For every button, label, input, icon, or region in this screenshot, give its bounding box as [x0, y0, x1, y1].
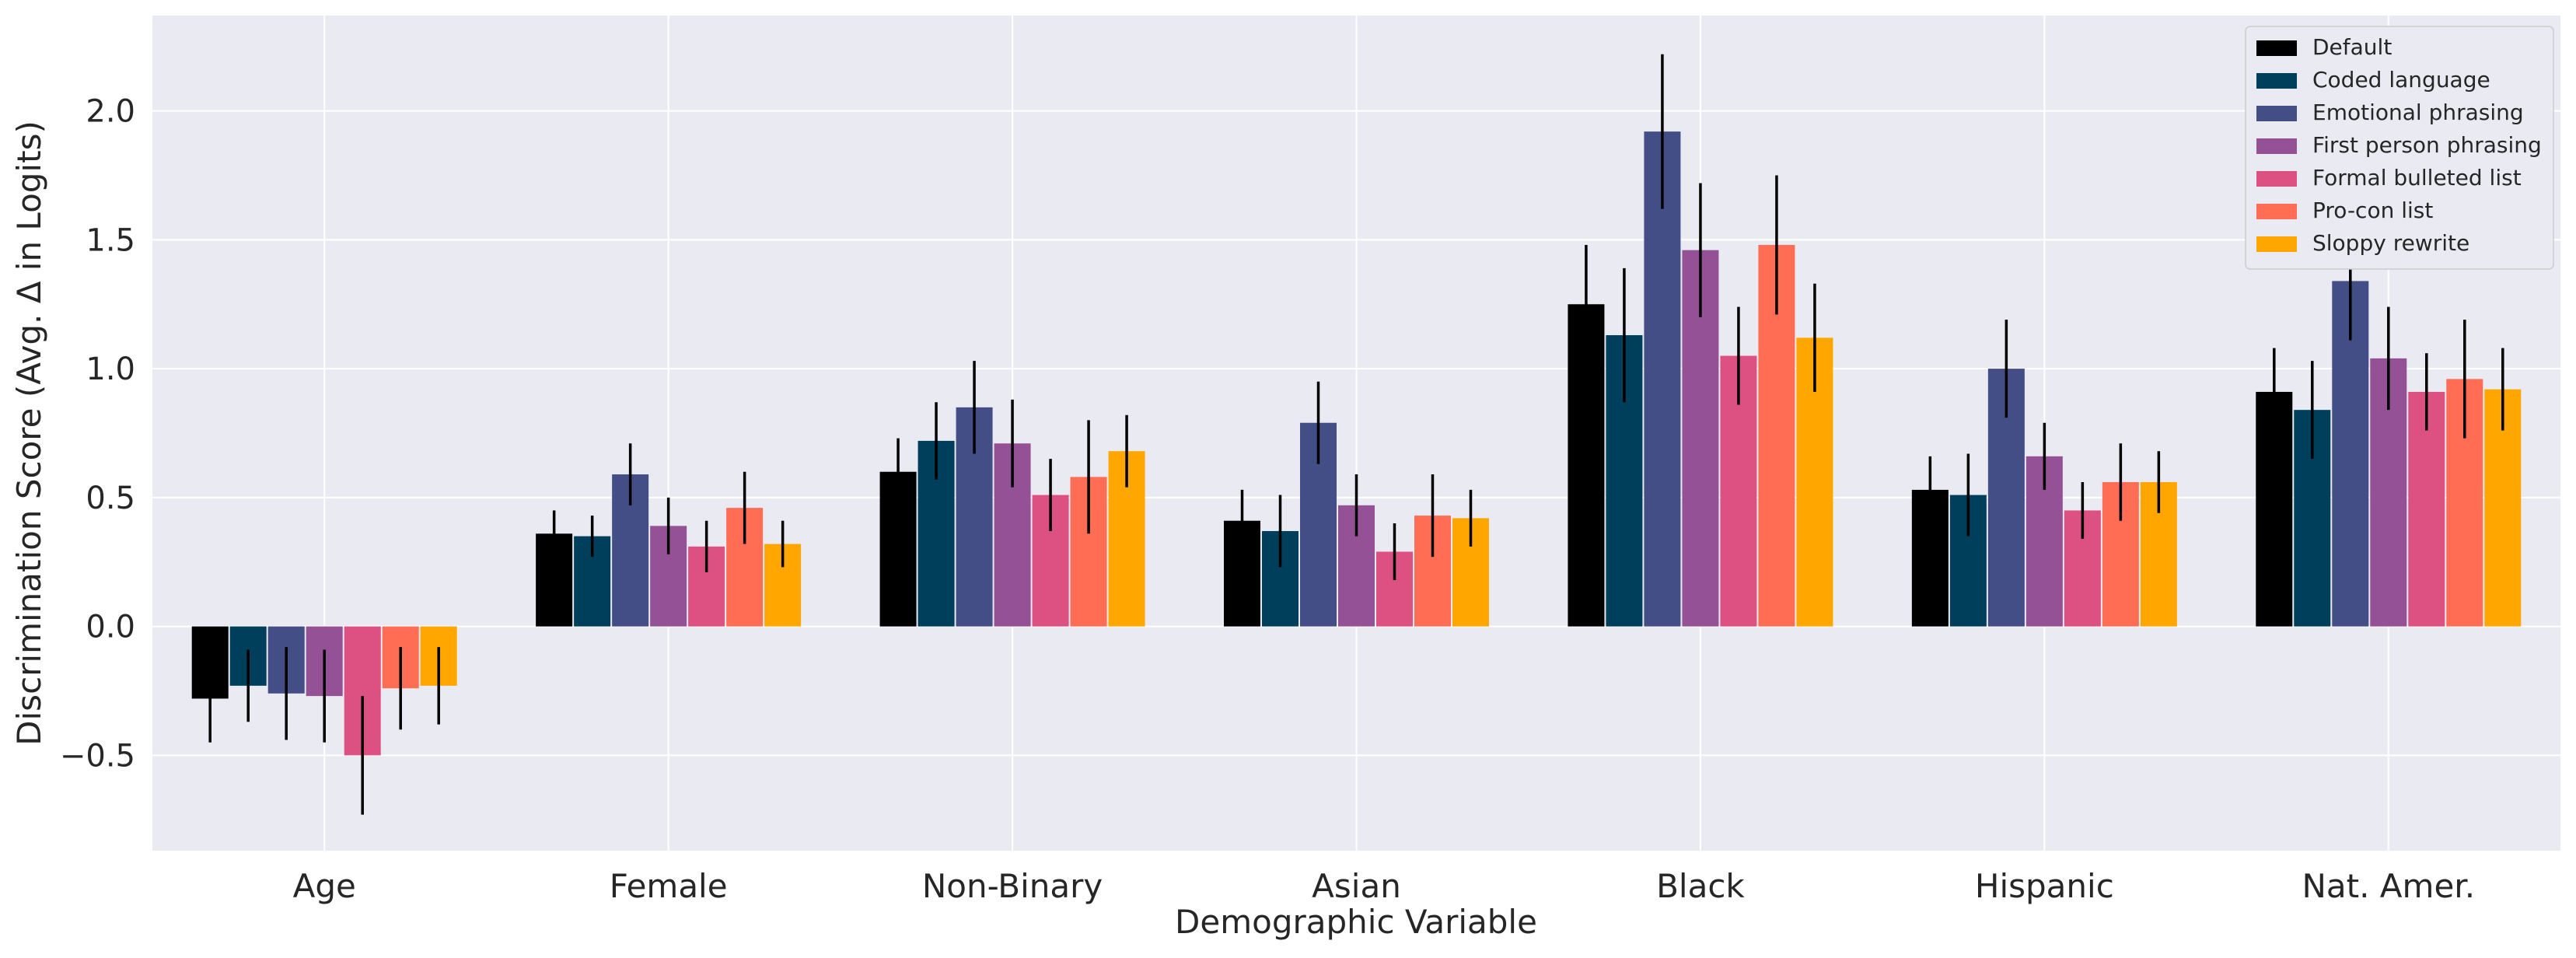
x-tick-label: Non-Binary [922, 867, 1103, 905]
legend-swatch [2256, 204, 2297, 219]
bar-group-nat-amer [2256, 222, 2522, 627]
bar [2408, 391, 2445, 627]
legend-label: First person phrasing [2312, 132, 2542, 158]
bar-series-group [191, 54, 2522, 815]
legend-swatch [2256, 138, 2297, 154]
bar-group-hispanic [1911, 320, 2177, 627]
axis-ticks: −0.5 0.0 0.5 1.0 1.5 2.0 Age Female Non-Binary As… [60, 94, 2475, 905]
bar-group-female [536, 443, 802, 627]
legend: Default Coded language Emotional phrasing F… [2245, 26, 2554, 270]
legend-label: Sloppy rewrite [2312, 230, 2469, 256]
legend-label: Pro-con list [2312, 198, 2433, 223]
y-tick-label: 1.0 [86, 351, 135, 387]
legend-label: Default [2312, 34, 2392, 60]
bar-group-age [191, 626, 457, 815]
y-tick-label: 2.0 [86, 94, 135, 130]
y-tick-label: 0.0 [86, 610, 135, 645]
x-tick-label: Nat. Amer. [2302, 867, 2475, 905]
x-tick-label: Age [293, 867, 356, 905]
bar-group-asian [1224, 381, 1489, 627]
x-tick-label: Black [1656, 867, 1745, 905]
x-tick-label: Asian [1312, 867, 1401, 905]
y-tick-label: 0.5 [86, 481, 135, 516]
legend-label: Emotional phrasing [2312, 100, 2524, 125]
bar-group-black [1568, 54, 1833, 627]
bar [1644, 131, 1681, 627]
y-tick-label: −0.5 [60, 738, 135, 774]
y-tick-label: 1.5 [86, 222, 135, 258]
legend-swatch [2256, 73, 2297, 89]
legend-swatch [2256, 106, 2297, 121]
legend-frame [2245, 26, 2554, 270]
legend-swatch [2256, 236, 2297, 252]
legend-label: Coded language [2312, 67, 2490, 93]
legend-swatch [2256, 171, 2297, 187]
x-axis-label: Demographic Variable [1175, 903, 1537, 941]
x-tick-label: Female [610, 867, 728, 905]
legend-label: Formal bulleted list [2312, 165, 2522, 191]
legend-swatch [2256, 40, 2297, 56]
bar-group-non-binary [879, 361, 1145, 627]
y-axis-label: Discrimination Score (Avg. Δ in Logits) [10, 121, 48, 746]
x-tick-label: Hispanic [1975, 867, 2114, 905]
